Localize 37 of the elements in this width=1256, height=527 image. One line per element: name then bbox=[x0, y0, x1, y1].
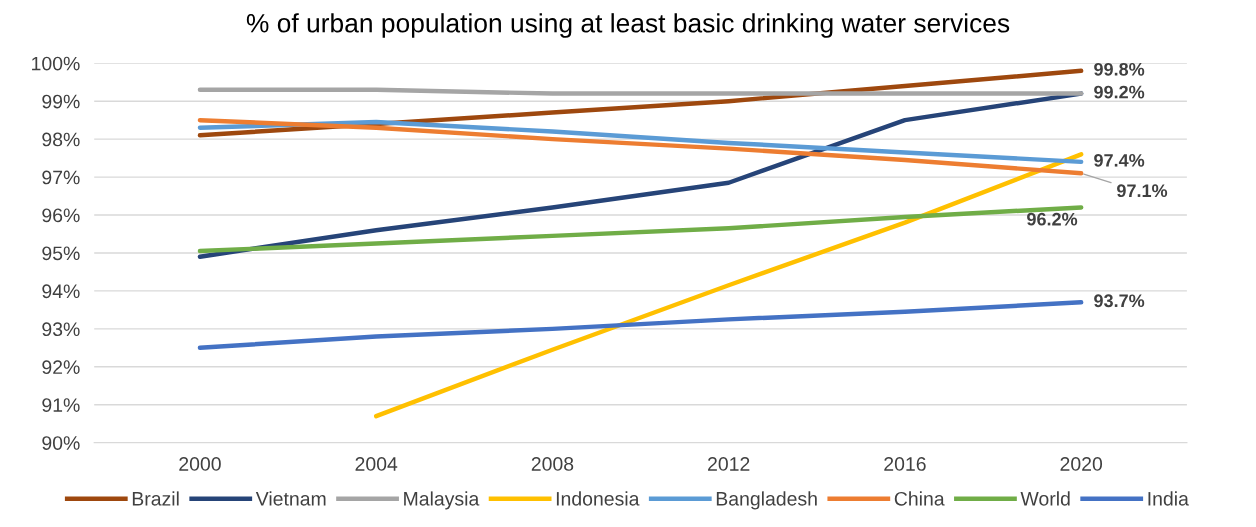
legend-label: Indonesia bbox=[556, 491, 640, 506]
x-tick-label: 2016 bbox=[884, 457, 926, 471]
legend-label: World bbox=[1020, 491, 1070, 506]
y-tick-label: 94% bbox=[42, 284, 80, 299]
y-tick-label: 91% bbox=[42, 398, 80, 412]
y-tick-label: 93% bbox=[42, 322, 80, 337]
line-series bbox=[197, 117, 1084, 176]
line-series bbox=[197, 205, 1084, 254]
y-tick-label: 97% bbox=[42, 170, 80, 185]
y-tick-label: 100% bbox=[32, 56, 80, 71]
y-tick-label: 96% bbox=[42, 208, 80, 223]
legend-label: Bangladesh bbox=[716, 491, 817, 510]
y-tick-label: 90% bbox=[42, 436, 80, 450]
y-tick-label: 95% bbox=[42, 246, 80, 261]
legend-label: Malaysia bbox=[404, 491, 480, 510]
line-series bbox=[373, 152, 1084, 419]
legend-label: India bbox=[1148, 491, 1189, 506]
data-label: 97.4% bbox=[1094, 153, 1145, 167]
data-label: 93.7% bbox=[1094, 294, 1145, 308]
line-series bbox=[197, 300, 1084, 351]
legend-label: China bbox=[894, 491, 945, 506]
data-label: 99.8% bbox=[1094, 62, 1145, 76]
x-tick-label: 2020 bbox=[1060, 457, 1103, 471]
y-tick-label: 98% bbox=[42, 132, 80, 147]
x-tick-label: 2008 bbox=[531, 457, 574, 471]
data-label: 97.1% bbox=[1117, 184, 1168, 198]
y-tick-label: 92% bbox=[42, 360, 80, 375]
chart-title: % of urban population using at least basic drinking water services bbox=[246, 13, 1010, 38]
legend-label: Vietnam bbox=[255, 491, 326, 506]
x-tick-label: 2012 bbox=[708, 457, 750, 471]
data-label: 96.2% bbox=[1027, 212, 1078, 226]
y-tick-label: 99% bbox=[42, 94, 80, 109]
legend-label: Brazil bbox=[132, 491, 179, 506]
x-tick-label: 2004 bbox=[355, 457, 398, 471]
data-label: 99.2% bbox=[1094, 85, 1145, 99]
x-tick-label: 2000 bbox=[179, 457, 221, 471]
line-series bbox=[197, 119, 1084, 165]
